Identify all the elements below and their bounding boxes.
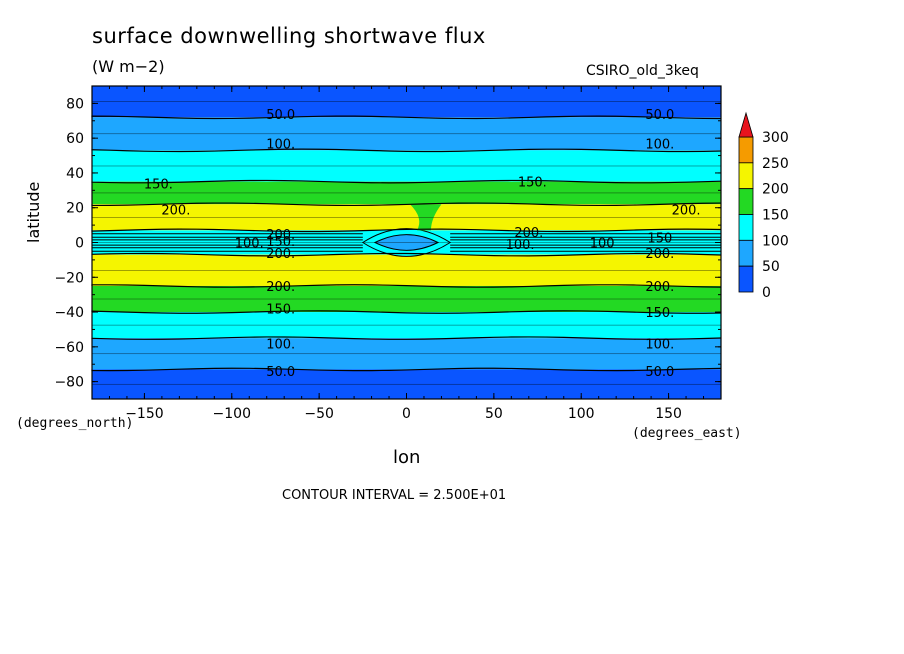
contour-line-6	[91, 284, 722, 288]
contour-label-14: 100.	[235, 237, 264, 252]
contour-label-1: 50.0	[645, 108, 674, 123]
contour-label-7: 200.	[672, 203, 701, 218]
colorbar-label-0: 300	[762, 130, 789, 146]
y-tick-label-6: −40	[54, 305, 84, 321]
colorbar-swatch-4	[738, 239, 754, 267]
contour-label-2: 100.	[266, 137, 295, 152]
contour-label-18: 200.	[645, 280, 674, 295]
x-tick-label-0: −150	[125, 406, 163, 422]
contour-label-19: 150.	[266, 303, 295, 318]
contour-line-4	[91, 228, 722, 233]
contour-line-5	[91, 252, 722, 257]
y-tick-label-1: 60	[66, 131, 84, 147]
colorbar-swatch-5	[738, 265, 754, 293]
y-tick-label-7: −60	[54, 340, 84, 356]
contour-label-6: 200.	[161, 203, 190, 218]
model-name: CSIRO_old_3keq	[586, 63, 699, 79]
y-tick-label-2: 40	[66, 166, 84, 182]
contour-label-13: 150.	[266, 235, 295, 250]
colorbar-label-3: 150	[762, 208, 789, 224]
contour-label-17: 200.	[266, 280, 295, 295]
contour-label-11: 150	[647, 231, 672, 246]
x-tick-label-6: 150	[655, 406, 682, 422]
colorbar-label-2: 200	[762, 182, 789, 198]
y-axis-units: (degrees_north)	[16, 416, 134, 431]
x-tick-label-1: −100	[213, 406, 251, 422]
contour-label-12: 200.	[266, 228, 295, 243]
x-tick-label-4: 50	[485, 406, 503, 422]
colorbar-swatch-3	[738, 214, 754, 241]
colorbar-swatch-2	[738, 188, 754, 215]
contour-label-10: 100	[590, 237, 615, 252]
contour-label-3: 100.	[645, 137, 674, 152]
contour-line-3	[91, 202, 722, 207]
y-tick-label-4: 0	[75, 236, 84, 252]
y-tick-label-3: 20	[66, 201, 84, 217]
contour-label-8: 200.	[514, 226, 543, 241]
contour-label-20: 150.	[645, 306, 674, 321]
contour-label-9: 100.	[506, 238, 535, 253]
x-tick-label-2: −50	[304, 406, 334, 422]
y-tick-label-0: 80	[66, 96, 84, 112]
colorbar-label-4: 100	[762, 233, 789, 249]
contour-line-7	[91, 310, 722, 314]
colorbar-swatch-1	[738, 162, 754, 190]
colorbar-label-1: 250	[762, 156, 789, 172]
chart-units: (W m−2)	[92, 57, 165, 76]
chart-title: surface downwelling shortwave flux	[92, 24, 486, 48]
contour-label-16: 200.	[645, 247, 674, 262]
contour-label-23: 50.0	[266, 365, 295, 380]
y-tick-label-8: −80	[54, 375, 84, 391]
contour-line-1	[91, 148, 722, 153]
contour-label-22: 100.	[645, 337, 674, 352]
contour-label-5: 150.	[518, 176, 547, 191]
contour-label-21: 100.	[266, 337, 295, 352]
colorbar-overflow-triangle	[738, 111, 754, 138]
colorbar-label-6: 0	[762, 285, 771, 301]
contour-interval: CONTOUR INTERVAL = 2.500E+01	[282, 488, 507, 503]
x-tick-label-3: 0	[402, 406, 411, 422]
contour-line-9	[91, 367, 722, 372]
colorbar-swatch-0	[738, 136, 754, 164]
contour-line-0	[91, 115, 722, 120]
x-axis-units: (degrees_east)	[632, 426, 742, 441]
x-axis-label: lon	[393, 447, 421, 468]
contour-label-0: 50.0	[266, 108, 295, 123]
y-tick-label-5: −20	[54, 270, 84, 286]
contour-label-24: 50.0	[645, 365, 674, 380]
colorbar-label-5: 50	[762, 259, 780, 275]
contour-line-8	[91, 336, 722, 340]
contour-label-15: 200.	[266, 247, 295, 262]
contour-label-4: 150.	[144, 177, 173, 192]
x-tick-label-5: 100	[568, 406, 595, 422]
contour-line-2	[91, 179, 722, 184]
